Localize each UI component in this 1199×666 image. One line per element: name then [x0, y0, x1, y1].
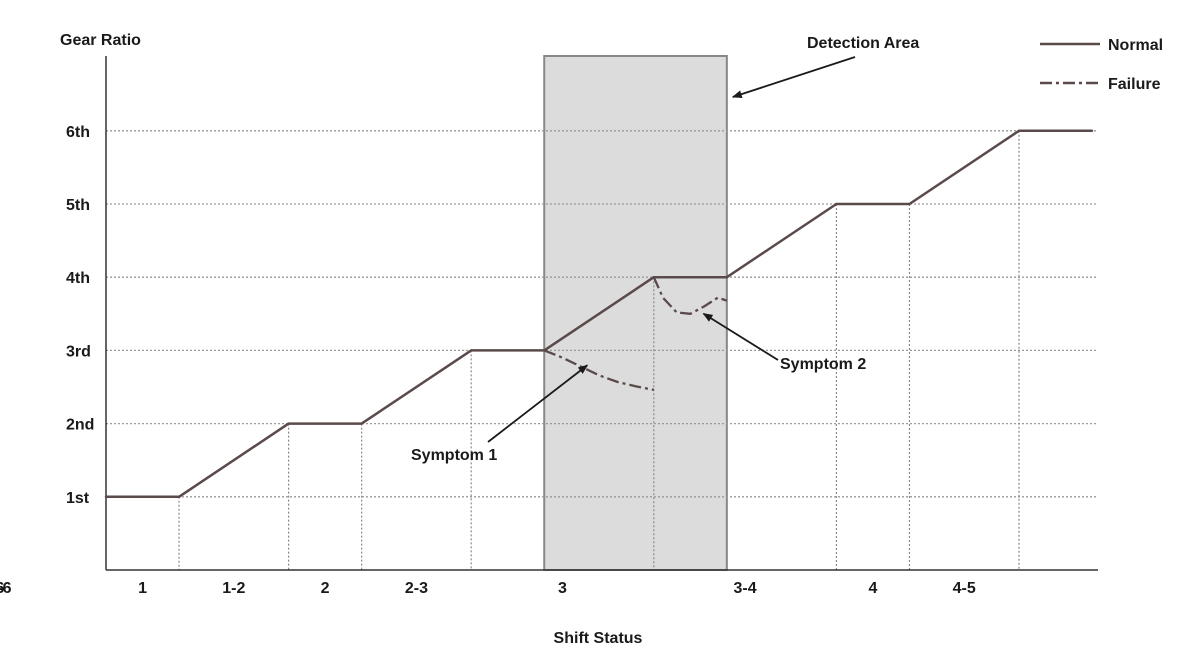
- detection-area-layer: [543, 55, 728, 571]
- symptom-1-arrow: [487, 364, 589, 443]
- x-tick-label-2: 2: [321, 580, 330, 597]
- series-normal-point-4: [360, 422, 363, 425]
- y-tick-label-4th: 4th: [66, 270, 90, 287]
- symptom-2-arrow: [702, 312, 779, 361]
- x-tick-label-1-2: 1-2: [222, 580, 245, 597]
- series-failure-segment-2: [652, 276, 728, 315]
- series-normal-point-8: [725, 276, 729, 279]
- series-normal-line: [106, 129, 1093, 499]
- legend-label-normal: Normal: [1108, 37, 1163, 54]
- y-tick-label-1st: 1st: [66, 490, 90, 507]
- x-tick-label-1: 1: [138, 580, 147, 597]
- series-normal-point-1: [104, 495, 108, 498]
- grid-layer: [106, 130, 1098, 570]
- x-tick-label-4: 4: [868, 580, 877, 597]
- y-tick-label-3rd: 3rd: [66, 343, 91, 360]
- series-normal-point-5: [470, 349, 473, 352]
- axes-layer: 1st2nd3rd4th5th6th11-222-333-444-555-66G…: [0, 32, 1098, 647]
- series-normal-point-2: [177, 495, 181, 498]
- series-normal-point-11: [1017, 129, 1021, 132]
- y-tick-label-5th: 5th: [66, 197, 90, 214]
- x-tick-label-3: 3: [558, 580, 567, 597]
- x-tick-label-2-3: 2-3: [405, 580, 428, 597]
- series-normal-point-10: [908, 202, 911, 206]
- legend: Normal Failure: [1040, 37, 1163, 93]
- series-normal-point-9: [835, 202, 838, 206]
- y-tick-label-6th: 6th: [66, 124, 90, 141]
- y-axis-label: Gear Ratio: [60, 32, 141, 49]
- x-tick-label-4-5: 4-5: [953, 580, 976, 597]
- series-normal-point-12: [1090, 129, 1094, 132]
- symptom-2-label: Symptom 2: [780, 356, 866, 373]
- detection-area-arrow: [731, 56, 856, 99]
- detection-area-label: Detection Area: [807, 35, 919, 52]
- detection-area-box: [543, 55, 728, 571]
- x-tick-label-3-4: 3-4: [734, 580, 757, 597]
- x-tick-label-5-6: 5-6: [0, 580, 12, 597]
- series-layer: [104, 129, 1094, 499]
- symptom-1-label: Symptom 1: [411, 447, 497, 464]
- annotation-layer: Symptom 1 Symptom 2 Detection Area: [411, 35, 919, 464]
- legend-label-failure: Failure: [1108, 76, 1161, 93]
- series-normal-point-3: [287, 422, 290, 425]
- x-tick-label-6: 6: [0, 580, 5, 597]
- series-failure-segment-1: [543, 349, 655, 392]
- y-tick-label-2nd: 2nd: [66, 417, 94, 434]
- x-axis-label: Shift Status: [554, 630, 643, 647]
